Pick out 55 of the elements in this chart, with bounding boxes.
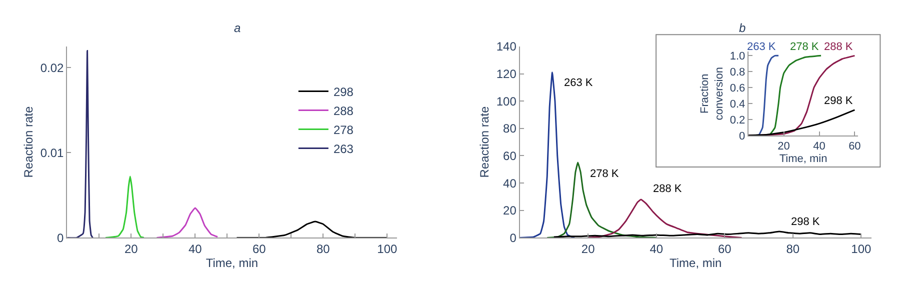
y-tick-label: 0.6 (730, 82, 746, 94)
y-tick-label: 100 (496, 94, 517, 108)
y-tick-label: 120 (496, 66, 517, 81)
y-tick-label: 0 (510, 230, 517, 245)
y-tick-label: 40 (503, 176, 517, 190)
line-series (748, 109, 856, 136)
y-axis-title: Fraction conversion (699, 67, 726, 120)
y-tick-label: 0.4 (730, 98, 746, 110)
x-tick-label: 20 (581, 242, 596, 256)
series-label: 263 K (747, 41, 776, 53)
chart-title: a (234, 21, 241, 35)
series-label: 288 K (824, 41, 854, 53)
y-tick-label: 0.02 (40, 60, 64, 75)
y-tick-label: 1.0 (730, 50, 746, 63)
y-tick-label: 140 (496, 40, 517, 54)
line-series (587, 198, 742, 238)
y-tick-label: 0 (57, 230, 64, 245)
series-label: 263 K (564, 77, 594, 89)
y-tick-label: 0.01 (40, 146, 64, 160)
series-label: 298 K (824, 95, 854, 107)
x-tick-label: 40 (188, 242, 202, 256)
x-axis-title: Time, min (670, 256, 722, 270)
y-tick-label: 0 (739, 130, 746, 142)
series-label: 298 K (791, 216, 820, 228)
x-tick-label: 20 (778, 140, 790, 153)
chart-title: b (739, 21, 746, 35)
legend-label: 263 (333, 142, 354, 156)
series-label: 278 K (790, 41, 820, 53)
series-label: 278 K (590, 168, 620, 180)
line-series (156, 207, 218, 238)
legend-label: 288 (333, 104, 354, 118)
line-series (236, 220, 388, 238)
x-axis-title: Time, min (779, 152, 828, 165)
line-series (67, 50, 94, 238)
y-tick-label: 0.2 (730, 114, 746, 126)
legend-label: 278 (333, 122, 354, 137)
y-axis-title: Reaction rate (22, 106, 36, 178)
x-tick-label: 100 (377, 242, 398, 256)
series-label: 288 K (653, 183, 682, 195)
x-axis-title: Time, min (206, 256, 258, 270)
x-tick-label: 40 (813, 140, 826, 153)
x-tick-label: 20 (124, 242, 138, 256)
y-tick-label: 20 (503, 204, 517, 218)
x-tick-label: 60 (252, 242, 266, 256)
legend-label: 298 (333, 84, 354, 99)
x-tick-label: 60 (848, 140, 861, 153)
x-tick-label: 80 (786, 242, 800, 256)
y-axis-title: Reaction rate (478, 106, 492, 178)
line-series (104, 176, 145, 238)
y-tick-label: 80 (503, 122, 517, 136)
x-tick-label: 80 (316, 242, 330, 256)
y-tick-label: 0.8 (730, 66, 746, 78)
x-tick-label: 60 (718, 242, 732, 256)
x-tick-label: 40 (650, 242, 664, 256)
x-tick-label: 100 (851, 242, 872, 256)
